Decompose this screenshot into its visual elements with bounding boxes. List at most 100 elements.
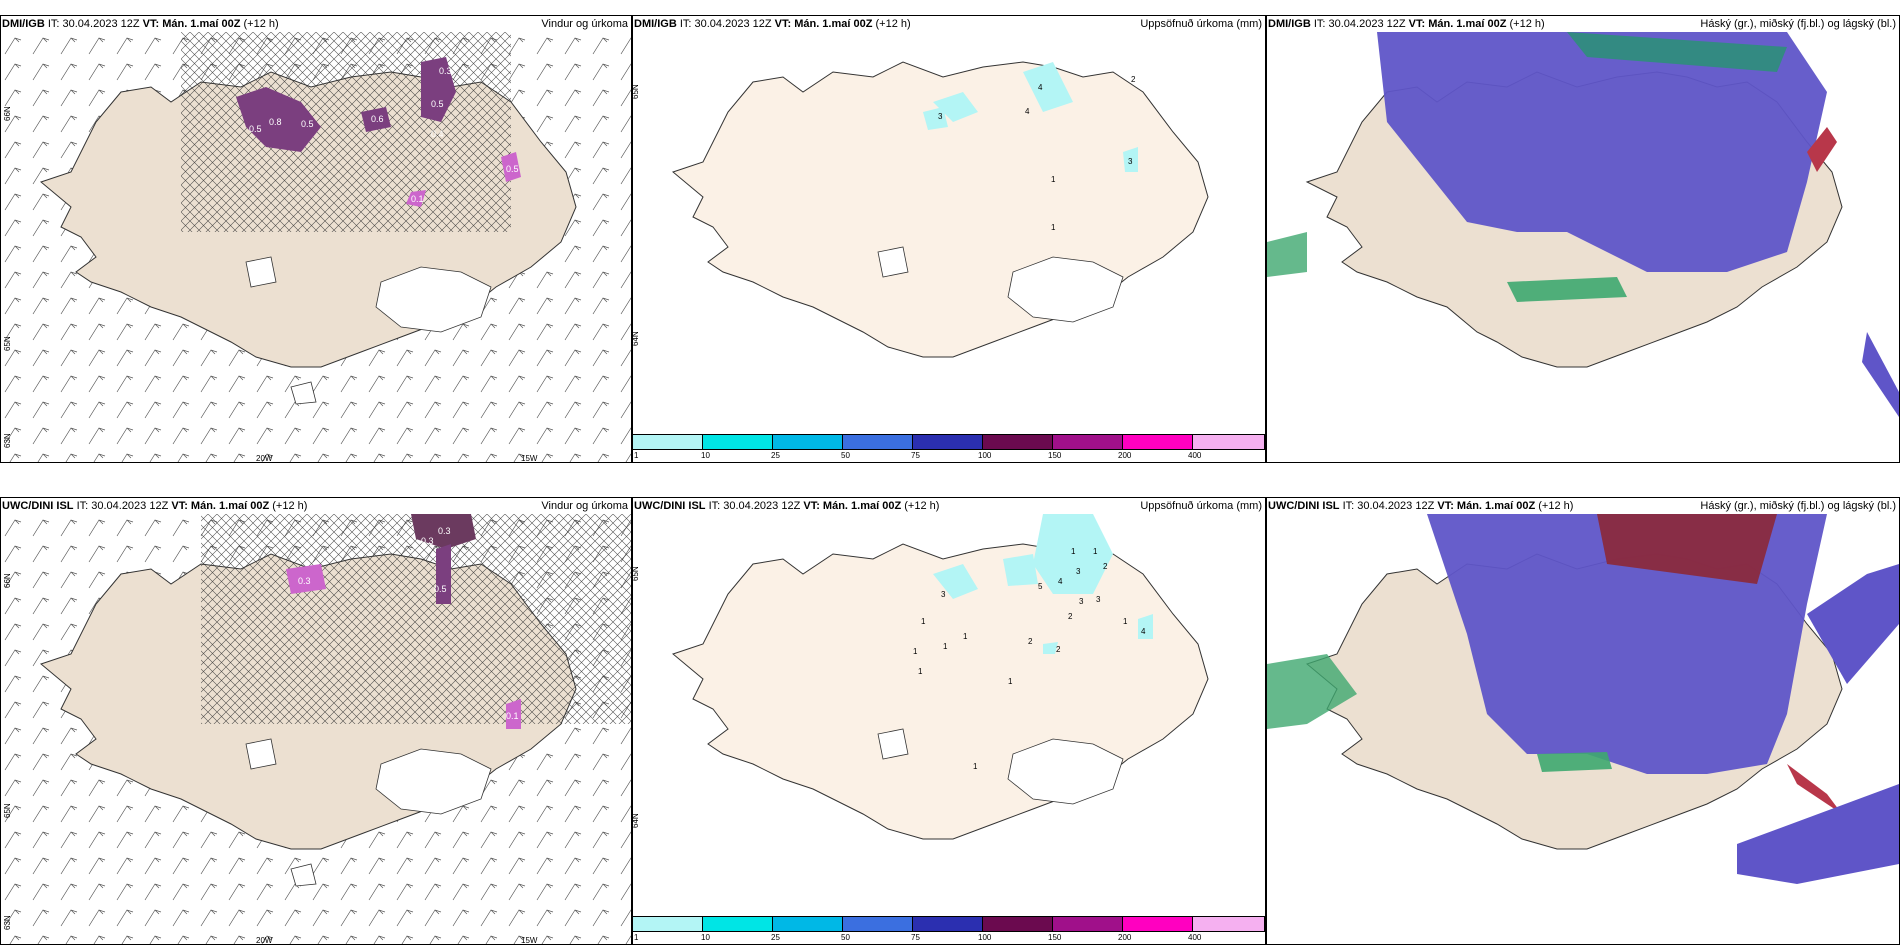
low-cloud-area	[1507, 277, 1627, 302]
colorbar-swatch	[1193, 434, 1265, 450]
valid-time: VT: Mán. 1.maí 00Z	[171, 500, 270, 512]
accum-label: 1	[1051, 175, 1056, 184]
iceland-land	[671, 543, 1209, 840]
colorbar-swatch	[703, 916, 773, 932]
colorbar-tick: 400	[1188, 933, 1202, 942]
panel-title: Uppsöfnuð úrkoma (mm)	[1140, 18, 1262, 30]
accum-areas	[923, 62, 1138, 172]
accum-label: 4	[1141, 627, 1146, 636]
lat-label: 65N	[632, 566, 640, 581]
precip-label: 0.5	[431, 99, 444, 109]
precip-label: 0.3	[438, 526, 451, 536]
panel-header: DMI/IGB IT: 30.04.2023 12Z VT: Mán. 1.ma…	[1, 16, 631, 32]
panel-header: DMI/IGB IT: 30.04.2023 12Z VT: Mán. 1.ma…	[1267, 16, 1899, 32]
precip-areas	[236, 57, 521, 207]
accum-label: 5	[1038, 582, 1043, 591]
map-area: 3 5 4 1 3 3 1 2 2 1 1 3 1 2 1 1 1 4 2 1 …	[671, 514, 1209, 840]
lat-label: 66N	[3, 573, 12, 588]
init-time: IT: 30.04.2023 12Z	[1342, 500, 1435, 512]
accum-areas	[933, 514, 1153, 654]
colorbar: 1 10 25 50 75 100 150 200 400	[633, 916, 1265, 944]
colorbar-tick: 50	[841, 933, 850, 942]
model-name: UWC/DINI ISL	[634, 500, 706, 512]
glaciers	[877, 246, 1124, 323]
accum-label: 1	[913, 647, 918, 656]
colorbar-swatch	[1053, 916, 1123, 932]
mid-cloud-red-area	[1597, 514, 1777, 584]
lead-time: (+12 h)	[1538, 500, 1574, 512]
colorbar-swatch	[913, 434, 983, 450]
lat-label: 64N	[632, 813, 640, 828]
accum-label: 3	[1128, 157, 1133, 166]
accum-label: 1	[918, 667, 923, 676]
colorbar-tick: 150	[1048, 451, 1062, 460]
colorbar-swatch	[633, 916, 703, 932]
lead-time: (+12 h)	[272, 500, 308, 512]
colorbar-tick: 100	[978, 451, 992, 460]
panel-header: UWC/DINI ISL IT: 30.04.2023 12Z VT: Mán.…	[1267, 498, 1899, 514]
valid-time: VT: Mán. 1.maí 00Z	[1437, 500, 1536, 512]
high-cloud-area	[1737, 784, 1899, 884]
accum-label: 1	[1008, 677, 1013, 686]
accum-label: 2	[1068, 612, 1073, 621]
precip-label: 0.8	[269, 117, 282, 127]
high-cloud-area	[1807, 564, 1899, 684]
mid-cloud-red-area	[1807, 127, 1837, 172]
high-cloud-area	[1862, 332, 1899, 417]
colorbar-tick: 1	[634, 451, 639, 460]
panel-title: Háský (gr.), miðský (fj.bl.) og lágský (…	[1700, 18, 1896, 30]
low-cloud-area	[1267, 654, 1357, 729]
panel-title: Uppsöfnuð úrkoma (mm)	[1140, 500, 1262, 512]
cloud-hatch	[201, 514, 631, 724]
colorbar-tick: 200	[1118, 933, 1132, 942]
accum-label: 1	[1051, 223, 1056, 232]
colorbar-tick: 25	[771, 933, 780, 942]
colorbar-tick: 25	[771, 451, 780, 460]
panel-header: DMI/IGB IT: 30.04.2023 12Z VT: Mán. 1.ma…	[633, 16, 1265, 32]
colorbar-tick: 50	[841, 451, 850, 460]
lat-label: 65N	[3, 336, 12, 351]
colorbar-swatch	[703, 434, 773, 450]
precip-label: 0.3	[439, 66, 452, 76]
valid-time: VT: Mán. 1.maí 00Z	[1408, 18, 1507, 30]
init-time: IT: 30.04.2023 12Z	[76, 500, 169, 512]
colorbar-swatch	[913, 916, 983, 932]
lead-time: (+12 h)	[904, 500, 940, 512]
precip-label: 0.5	[506, 164, 519, 174]
panel-clouds-uwc: UWC/DINI ISL IT: 30.04.2023 12Z VT: Mán.…	[1266, 497, 1900, 945]
precip-label: 0.1	[411, 194, 424, 204]
panel-header: UWC/DINI ISL IT: 30.04.2023 12Z VT: Mán.…	[1, 498, 631, 514]
lead-time: (+12 h)	[1509, 18, 1545, 30]
panel-title: Vindur og úrkoma	[541, 500, 628, 512]
lon-label: 20W	[256, 936, 273, 945]
precip-areas	[286, 514, 521, 729]
init-time: IT: 30.04.2023 12Z	[1313, 18, 1406, 30]
mid-cloud-area	[1567, 32, 1787, 72]
accum-label: 1	[921, 617, 926, 626]
accum-label: 1	[963, 632, 968, 641]
lead-time: (+12 h)	[243, 18, 279, 30]
map-area: 0.5 0.5 0.6 0.3 0.5 0.8 0.4 0.5 0.1	[1, 32, 631, 462]
precip-label: 0.1	[506, 711, 519, 721]
colorbar-swatch	[1193, 916, 1265, 932]
model-name: DMI/IGB	[2, 18, 45, 30]
colorbar-swatch	[983, 916, 1053, 932]
accum-label: 4	[1025, 107, 1030, 116]
model-name: UWC/DINI ISL	[1268, 500, 1340, 512]
colorbar-swatch	[983, 434, 1053, 450]
accum-label: 1	[1071, 547, 1076, 556]
lat-label: 64N	[632, 331, 640, 346]
accum-label: 2	[1103, 562, 1108, 571]
lat-label: 65N	[3, 803, 12, 818]
colorbar-tick: 10	[701, 451, 710, 460]
panel-accum-precip-dmi: DMI/IGB IT: 30.04.2023 12Z VT: Mán. 1.ma…	[632, 15, 1266, 463]
colorbar-swatch	[1053, 434, 1123, 450]
lat-label: 65N	[632, 84, 640, 99]
glaciers	[877, 728, 1124, 805]
precip-label: 0.5	[301, 119, 314, 129]
precip-label: 0.3	[421, 536, 434, 546]
colorbar-swatch	[1123, 434, 1193, 450]
precip-label: 0.3	[298, 576, 311, 586]
lon-label: 15W	[521, 454, 538, 463]
init-time: IT: 30.04.2023 12Z	[708, 500, 801, 512]
